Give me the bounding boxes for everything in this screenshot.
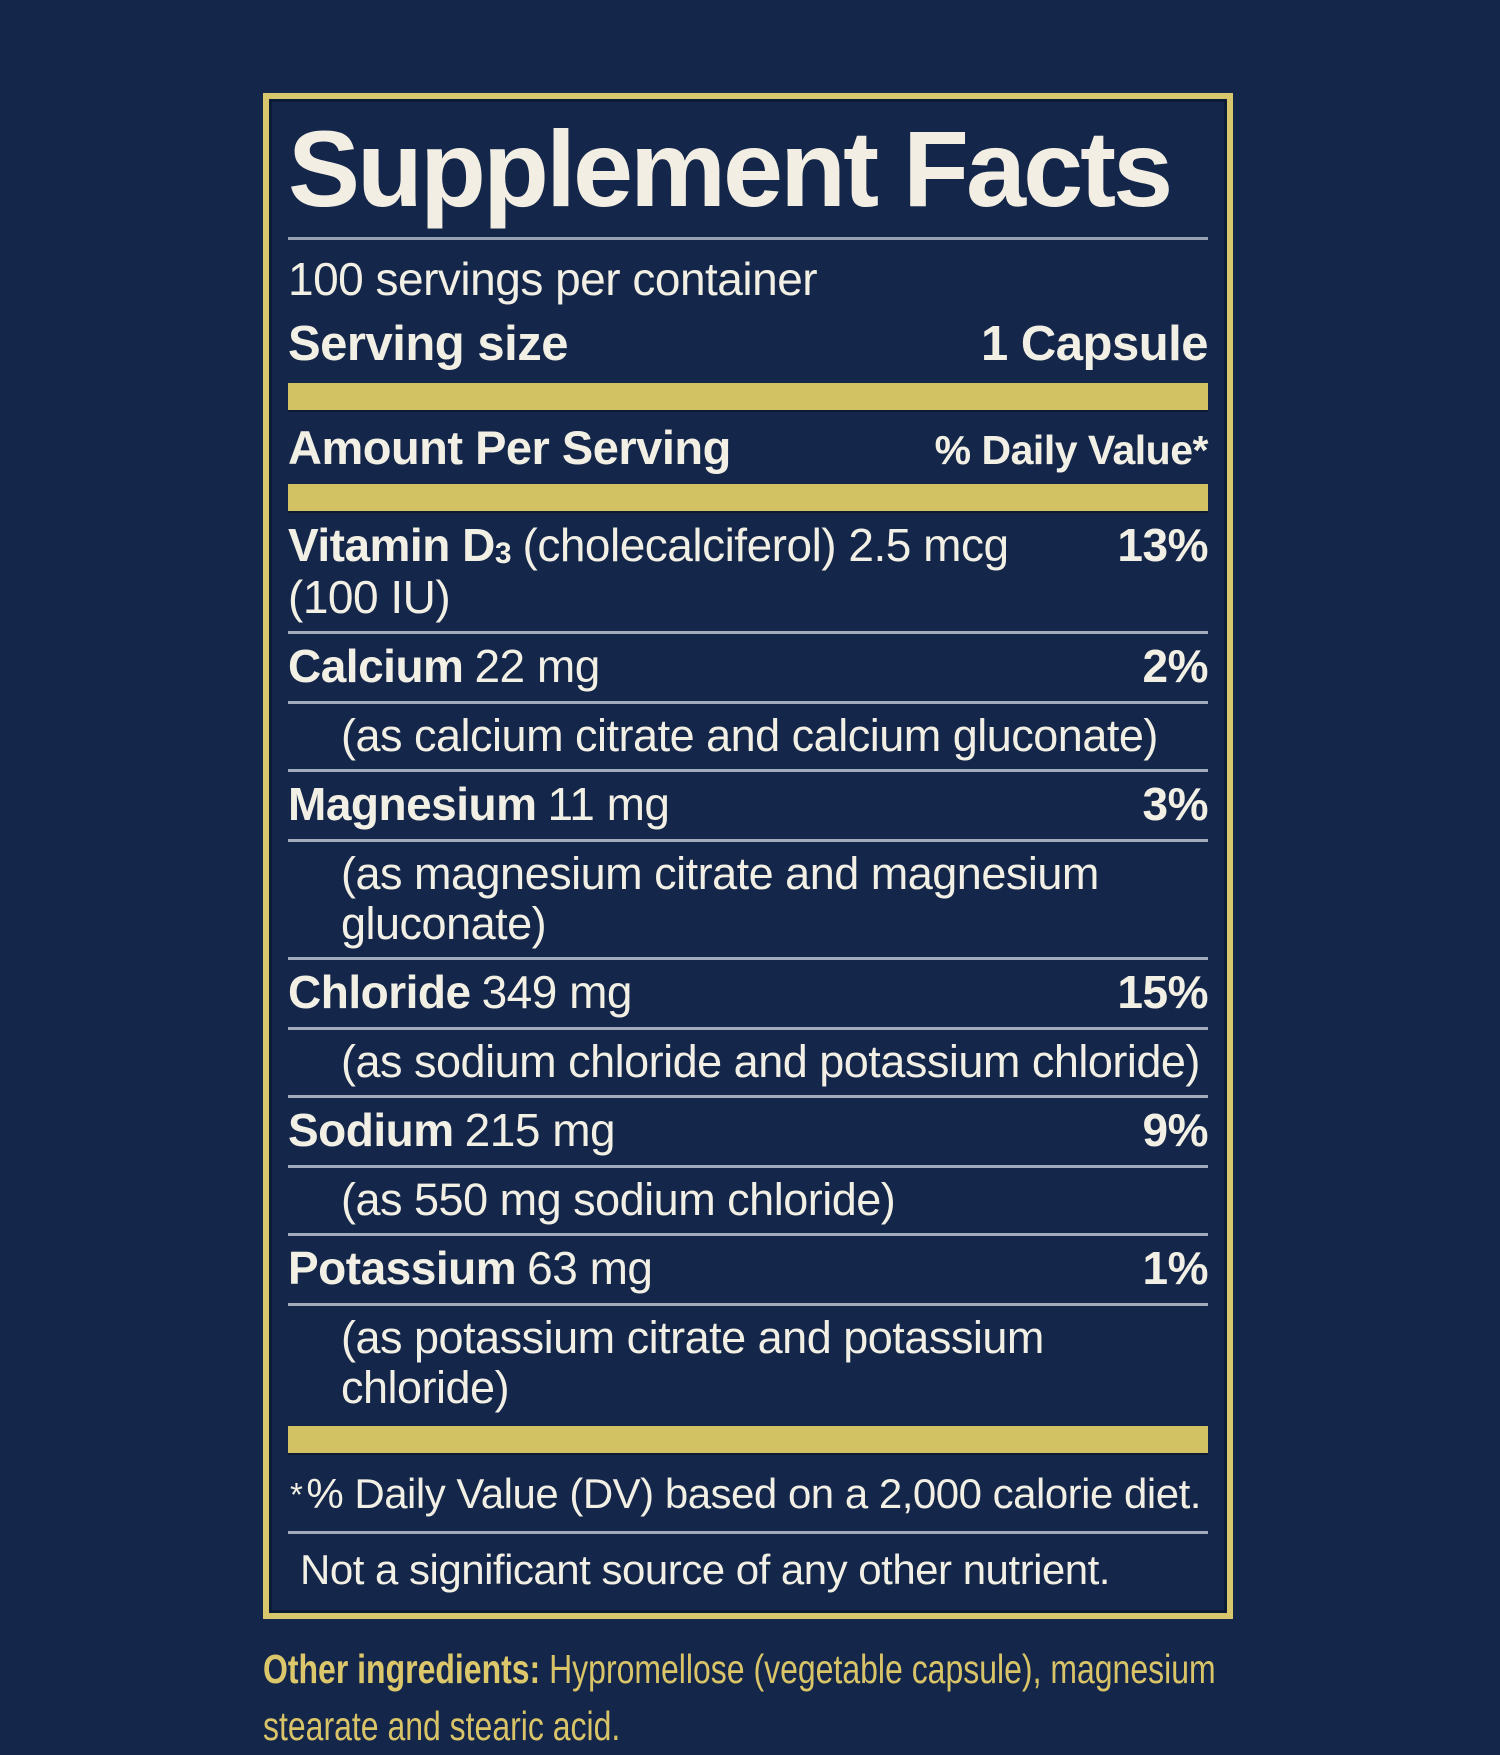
nutrient-name-and-amount: Calcium 22 mg: [288, 640, 600, 693]
nutrient-subrow-chloride-forms: (as sodium chloride and potassium chlori…: [288, 1027, 1208, 1095]
nutrient-name-and-amount: Magnesium 11 mg: [288, 778, 670, 831]
nutrient-subrow-magnesium-forms: (as magnesium citrate and magnesium gluc…: [288, 838, 1208, 958]
subrow-text: (as sodium chloride and potassium chlori…: [341, 1036, 1200, 1087]
title-divider: [288, 236, 1208, 240]
daily-value-header: % Daily Value*: [934, 426, 1209, 473]
daily-value-percent: 1%: [1142, 1242, 1209, 1295]
nutrient-subrow-potassium-forms: (as potassium citrate and potassium chlo…: [288, 1302, 1208, 1422]
footnote-asterisk: *: [290, 1475, 303, 1513]
nutrient-name-and-amount: Potassium 63 mg: [288, 1242, 653, 1295]
subrow-text: (as magnesium citrate and magnesium gluc…: [341, 847, 1099, 950]
divider-bar-top: [288, 382, 1208, 410]
panel-title: Supplement Facts: [288, 108, 1173, 229]
daily-value-percent: 13%: [1117, 519, 1208, 572]
subrow-text: (as calcium citrate and calcium gluconat…: [341, 709, 1158, 761]
nutrient-row-calcium: Calcium 22 mg 2%: [288, 631, 1209, 701]
nutrient-row-vitamin-d3: Vitamin D3 (cholecalciferol) 2.5 mcg (100…: [288, 513, 1208, 631]
other-ingredients-label: Other ingredients:: [263, 1646, 541, 1693]
nutrient-subrow-sodium-forms: (as 550 mg sodium chloride): [288, 1164, 1208, 1233]
daily-value-percent: 9%: [1142, 1104, 1209, 1157]
serving-size-row: Serving size 1 Capsule: [288, 316, 1208, 372]
nutrient-name-and-amount: Sodium 215 mg: [288, 1104, 616, 1157]
subscript-3: 3: [494, 537, 512, 571]
nutrient-name-and-amount: Vitamin D3 (cholecalciferol) 2.5 mcg (100…: [288, 519, 1009, 623]
serving-size-label: Serving size: [288, 316, 568, 371]
serving-size-value: 1 Capsule: [981, 316, 1208, 371]
nutrient-row-magnesium: Magnesium 11 mg 3%: [288, 769, 1209, 839]
nutrient-subrow-calcium-forms: (as calcium citrate and calcium gluconat…: [288, 700, 1208, 769]
label-area: Supplement Facts 100 servings per contai…: [263, 93, 1233, 1755]
servings-per-container: 100 servings per container: [288, 252, 818, 305]
other-ingredients: Other ingredients: Hypromellose (vegetab…: [263, 1641, 1238, 1754]
daily-value-percent: 15%: [1117, 966, 1208, 1019]
divider-bar-bottom: [288, 1425, 1208, 1453]
subrow-text: (as 550 mg sodium chloride): [341, 1173, 896, 1225]
amount-per-serving-header: Amount Per Serving: [288, 420, 731, 474]
nutrient-table: Vitamin D3 (cholecalciferol) 2.5 mcg (100…: [288, 513, 1209, 1422]
nutrient-row-sodium: Sodium 215 mg 9%: [288, 1095, 1209, 1165]
divider-bar-header: [288, 484, 1208, 512]
daily-value-percent: 3%: [1142, 778, 1209, 831]
nutrient-row-potassium: Potassium 63 mg 1%: [288, 1233, 1209, 1303]
nutrient-name-and-amount: Chloride 349 mg: [288, 966, 633, 1019]
nutrient-row-chloride: Chloride 349 mg 15%: [288, 957, 1208, 1027]
daily-value-percent: 2%: [1142, 640, 1209, 693]
subrow-text: (as potassium citrate and potassium chlo…: [341, 1311, 1044, 1414]
other-ingredients-line1: Other ingredients: Hypromellose (vegetab…: [263, 1641, 1238, 1698]
other-ingredients-line2: stearate and stearic acid.: [263, 1702, 621, 1749]
column-header-row: Amount Per Serving % Daily Value*: [288, 420, 1209, 476]
footnote-text: % Daily Value (DV) based on a 2,000 calo…: [306, 1469, 1201, 1517]
other-ingredients-text: Hypromellose (vegetable capsule), magnes…: [540, 1646, 1216, 1693]
no-other-nutrient-footnote: Not a significant source of any other nu…: [300, 1545, 1110, 1593]
supplement-facts-panel: Supplement Facts 100 servings per contai…: [263, 93, 1233, 1620]
daily-value-footnote: *% Daily Value (DV) based on a 2,000 cal…: [288, 1453, 1208, 1534]
